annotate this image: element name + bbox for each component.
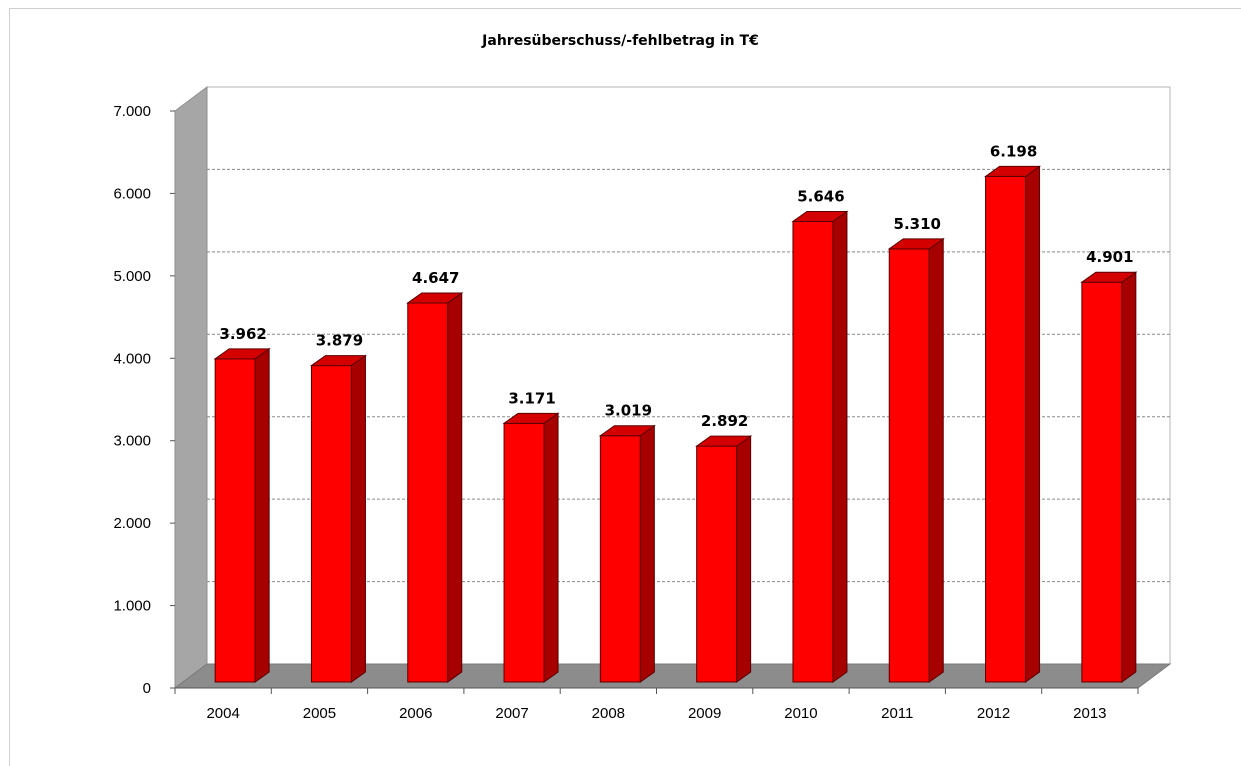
bar-top [309, 355, 368, 367]
bar-front [503, 422, 545, 683]
bar [887, 237, 945, 683]
bar [309, 354, 368, 683]
bar-side [543, 412, 559, 683]
y-tick-label: 7.000 [113, 103, 151, 120]
y-tick-label: 0 [143, 680, 151, 697]
bar-front [985, 175, 1027, 683]
bar-side [1025, 165, 1041, 683]
y-axis: 0 1.000 2.000 3.000 4.000 5.000 6.000 7.000 [113, 103, 175, 697]
y-tick-label: 5.000 [113, 268, 151, 285]
bar-side [254, 347, 270, 683]
y-tick-label: 3.000 [113, 433, 151, 450]
data-labels: 3.962 3.879 4.647 3.171 3.019 2.892 5.646 5.310… [219, 142, 1133, 430]
bar [406, 291, 464, 683]
data-label: 3.171 [508, 389, 555, 407]
chart-title: Jahresüberschuss/-fehlbetrag in T€ [482, 33, 759, 49]
x-tick-label: 2008 [592, 705, 625, 722]
x-tick-label: 2007 [495, 705, 528, 722]
x-tick-label: 2013 [1073, 705, 1106, 722]
data-label: 5.646 [797, 187, 844, 205]
bars [213, 165, 1138, 683]
x-tick-label: 2012 [977, 705, 1010, 722]
bar-top [887, 238, 945, 250]
data-label: 6.198 [990, 142, 1037, 160]
bar-top [791, 210, 849, 222]
bar-front [599, 435, 641, 683]
data-label: 2.892 [701, 412, 748, 430]
bar-front [696, 445, 738, 683]
bar-side [350, 354, 366, 683]
data-label: 5.310 [894, 215, 941, 233]
bar-top [983, 165, 1042, 177]
chart-frame [9, 8, 1241, 766]
bar-side [736, 435, 752, 683]
bar-side [1121, 271, 1137, 683]
bar-top [213, 348, 271, 360]
data-label: 4.647 [412, 269, 459, 287]
bar-top [695, 435, 753, 447]
y-tick-label: 2.000 [113, 515, 151, 532]
data-label: 3.879 [316, 332, 363, 350]
bar [695, 435, 753, 683]
bar-front [407, 302, 449, 683]
bar-side [928, 237, 944, 683]
bar-front [1081, 281, 1123, 683]
data-label: 3.962 [219, 325, 266, 343]
bar-front [888, 248, 930, 683]
bar-side [447, 291, 463, 683]
x-tick-label: 2005 [303, 705, 336, 722]
bar [213, 347, 271, 683]
bar-front [792, 220, 834, 683]
bar-top [1080, 271, 1138, 283]
bar [502, 412, 560, 683]
x-axis: 2004 2005 2006 2007 2008 2009 2010 2011 2012 2013 [174, 687, 1139, 722]
x-tick-label: 2009 [688, 705, 721, 722]
data-label: 4.901 [1086, 248, 1133, 266]
bar [791, 210, 849, 683]
bar-front [310, 365, 352, 683]
data-label: 3.019 [605, 402, 652, 420]
bar-top [598, 425, 656, 437]
bar [598, 424, 656, 683]
bar-side [639, 424, 655, 683]
bar [1080, 271, 1138, 683]
x-tick-label: 2010 [784, 705, 817, 722]
x-tick-label: 2004 [206, 705, 239, 722]
y-tick-label: 6.000 [113, 185, 151, 202]
bar [983, 165, 1042, 683]
y-tick-label: 4.000 [113, 350, 151, 367]
x-tick-label: 2011 [881, 705, 913, 722]
x-tick-label: 2006 [399, 705, 432, 722]
bar-side [832, 210, 848, 683]
bar-top [502, 412, 560, 424]
y-tick-label: 1.000 [113, 598, 151, 615]
bar-top [406, 292, 464, 304]
side-wall [174, 86, 208, 689]
bar-front [214, 358, 256, 683]
